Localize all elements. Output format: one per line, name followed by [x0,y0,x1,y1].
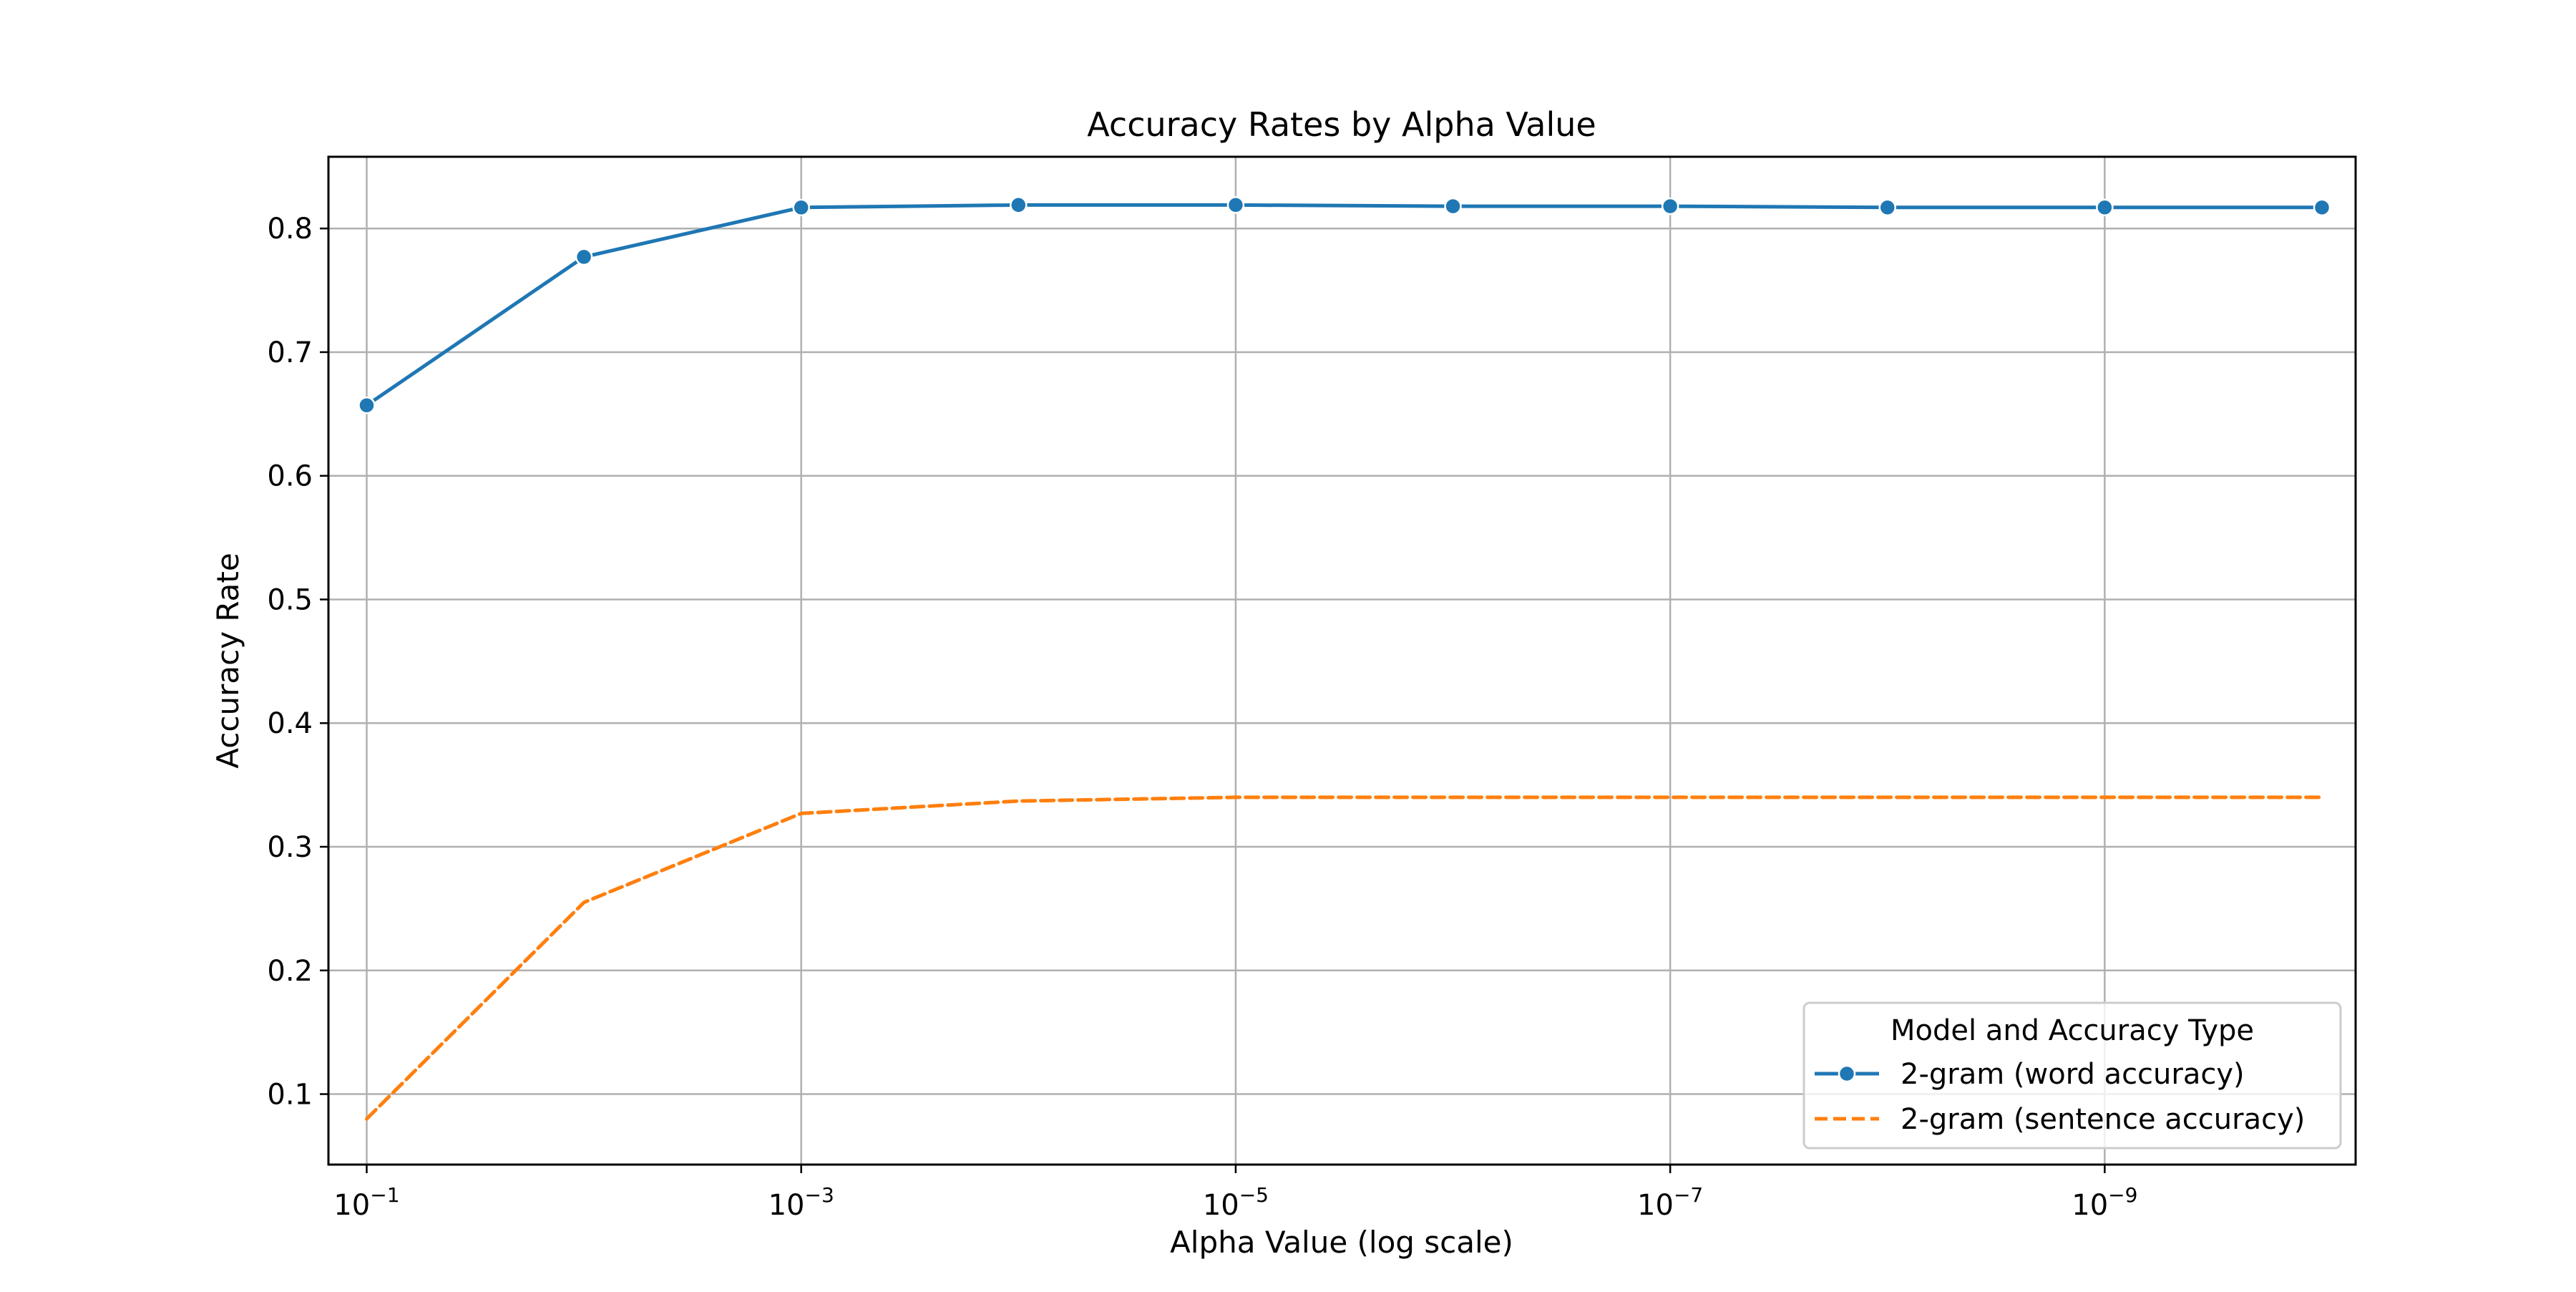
y-tick-label: 0.1 [267,1079,313,1112]
legend-title: Model and Accuracy Type [1890,1014,2254,1047]
data-point [792,198,810,217]
x-tick-label: 10−3 [769,1183,834,1222]
y-tick-label: 0.7 [267,336,313,369]
data-point [1010,196,1028,214]
data-point [1661,197,1679,215]
axis-ticks: 0.1 0.2 0.3 0.4 0.5 0.6 0.7 0.8 10−1 10−3 10−5 10−7… [267,213,2137,1222]
data-point [358,396,376,414]
y-tick-label: 0.8 [267,213,313,246]
y-tick-label: 0.4 [267,707,313,740]
x-tick-label: 10−1 [333,1183,399,1222]
legend: Model and Accuracy Type 2-gram (word acc… [1802,1001,2342,1150]
data-point [1444,197,1462,215]
series-layer [358,196,2331,1121]
x-tick-label: 10−9 [2072,1183,2137,1222]
legend-label-1: 2-gram (word accuracy) [1901,1058,2245,1091]
data-point [1226,196,1245,214]
y-tick-label: 0.2 [267,955,313,988]
legend-label-2: 2-gram (sentence accuracy) [1901,1103,2305,1136]
y-tick-label: 0.6 [267,460,313,493]
data-point [2313,198,2331,217]
x-tick-label: 10−7 [1637,1183,1703,1222]
y-tick-label: 0.3 [267,831,313,864]
series-line-1 [365,203,2324,407]
plot-frame [327,155,2357,1166]
data-point [2096,198,2114,217]
chart-title: Accuracy Rates by Alpha Value [1087,105,1596,144]
y-tick-label: 0.5 [267,583,313,616]
y-axis-label: Accuracy Rate [210,553,245,768]
data-point [1878,198,1896,217]
data-point [575,248,593,266]
x-axis-label: Alpha Value (log scale) [1170,1225,1513,1260]
legend-box [1802,1001,2342,1150]
legend-marker [1838,1064,1856,1083]
x-tick-label: 10−5 [1203,1183,1269,1222]
series-line-2 [365,795,2324,1121]
grid-lines [328,157,2356,1165]
